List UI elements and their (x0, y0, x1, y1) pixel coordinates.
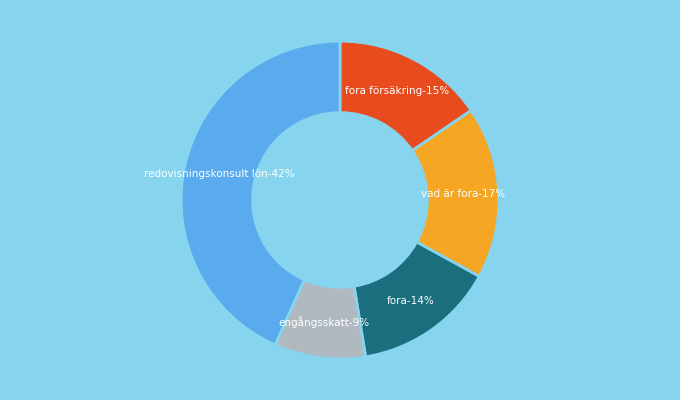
Wedge shape (412, 110, 499, 276)
Wedge shape (354, 242, 479, 357)
Text: redovisningskonsult lön-42%: redovisningskonsult lön-42% (144, 169, 295, 179)
Wedge shape (275, 280, 366, 359)
Text: vad är fora-17%: vad är fora-17% (421, 189, 505, 199)
Text: engångsskatt-9%: engångsskatt-9% (279, 316, 370, 328)
Wedge shape (340, 41, 471, 151)
Wedge shape (181, 41, 340, 345)
Text: fora försäkring-15%: fora försäkring-15% (345, 86, 449, 96)
Text: fora-14%: fora-14% (387, 296, 435, 306)
